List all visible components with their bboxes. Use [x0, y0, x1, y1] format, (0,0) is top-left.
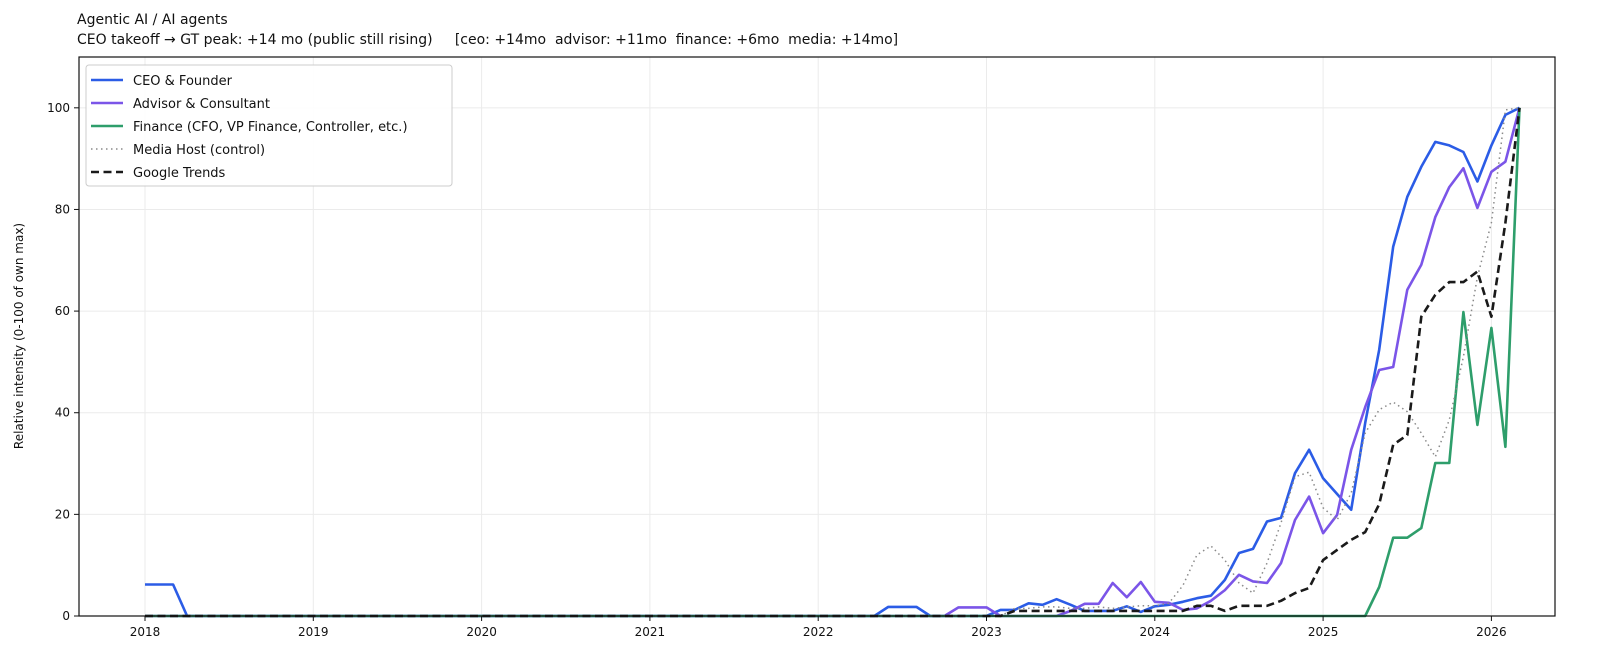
y-tick-label: 60: [55, 304, 70, 318]
y-tick-label: 40: [55, 406, 70, 420]
y-tick-label: 20: [55, 507, 70, 521]
legend-label: Google Trends: [133, 166, 226, 181]
axis-ticks: 2018 2019 2020 2021 2022 2023 2024 2025 2026 0 20 4…: [47, 101, 1507, 639]
series-line-media-host-control: [145, 107, 1520, 617]
x-tick-label: 2022: [803, 625, 834, 639]
x-tick-label: 2023: [971, 625, 1002, 639]
y-axis-label: Relative intensity (0-100 of own max): [12, 223, 26, 449]
x-tick-label: 2018: [130, 625, 161, 639]
x-tick-label: 2021: [635, 625, 666, 639]
x-tick-label: 2020: [466, 625, 497, 639]
legend-label: Media Host (control): [133, 143, 265, 158]
x-tick-label: 2024: [1140, 625, 1171, 639]
legend-box: [85, 64, 453, 187]
legend-label: CEO & Founder: [133, 74, 233, 89]
legend-label: Finance (CFO, VP Finance, Controller, et…: [133, 120, 408, 135]
plot-frame: [78, 56, 1556, 617]
legend-label: Advisor & Consultant: [133, 97, 270, 112]
x-tick-label: 2025: [1308, 625, 1339, 639]
chart-title: Agentic AI / AI agents: [77, 12, 228, 28]
chart-subtitle: CEO takeoff → GT peak: +14 mo (public st…: [77, 32, 898, 48]
x-tick-label: 2019: [298, 625, 329, 639]
y-tick-label: 100: [47, 101, 70, 115]
y-tick-label: 80: [55, 202, 70, 216]
legend: CEO & Founder Advisor & Consultant Finance…: [85, 64, 453, 187]
y-tick-label: 0: [62, 609, 70, 623]
x-tick-label: 2026: [1476, 625, 1507, 639]
